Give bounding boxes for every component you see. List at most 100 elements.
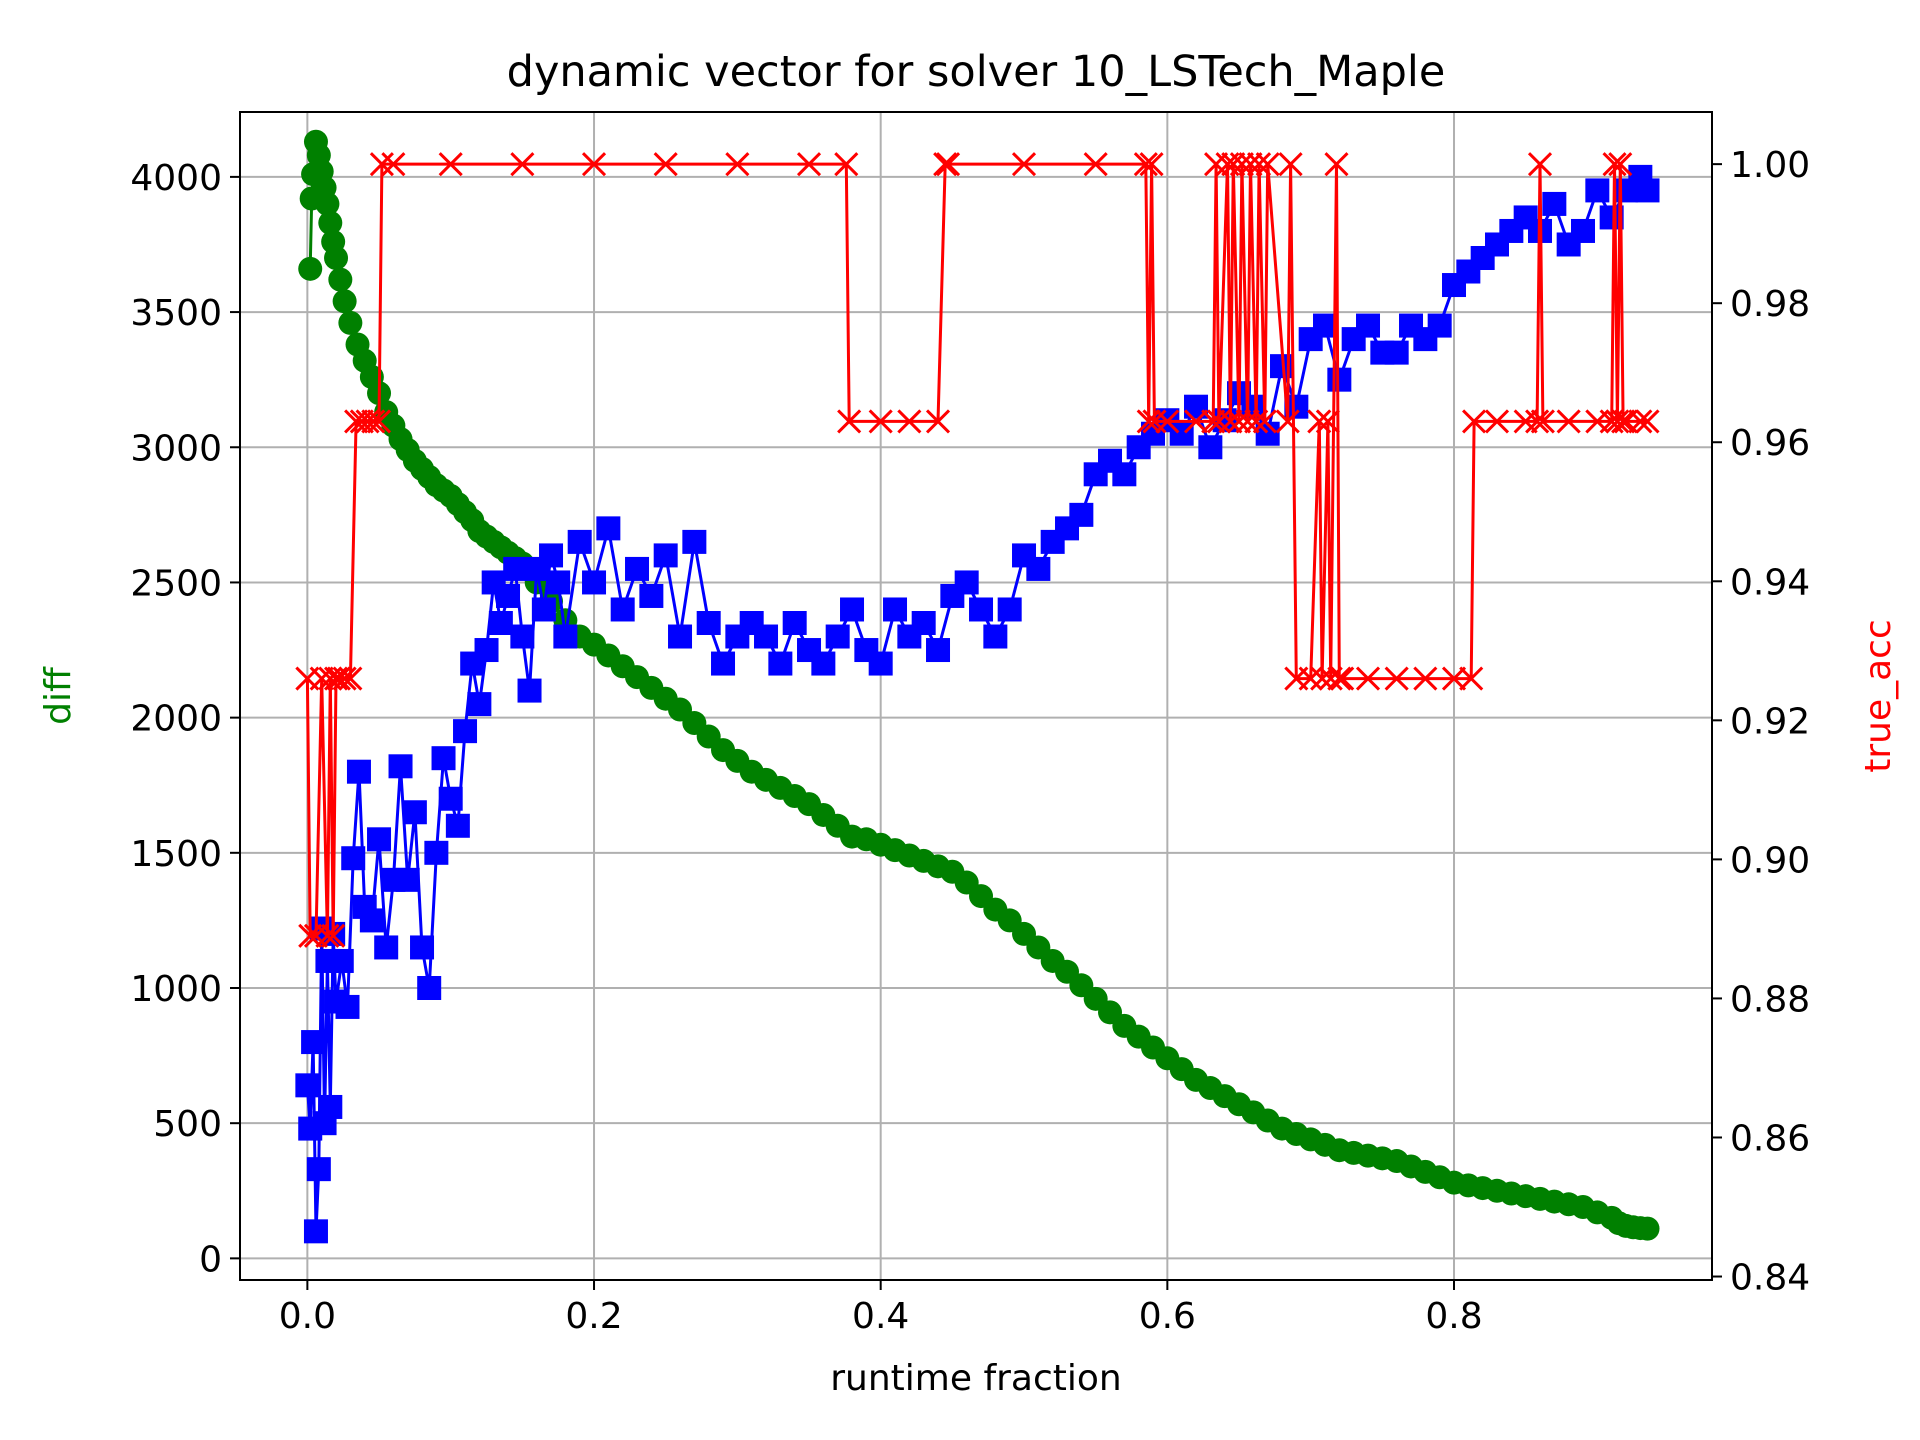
data-point [303, 923, 329, 948]
data-point [1011, 152, 1037, 177]
data-point [1238, 152, 1263, 177]
data-point [840, 597, 865, 622]
data-point [1244, 409, 1269, 434]
data-point [306, 1157, 331, 1182]
data-point [1556, 409, 1581, 434]
data-point [883, 597, 908, 622]
data-point [1275, 409, 1300, 434]
data-point [346, 759, 371, 784]
data-point [768, 651, 793, 676]
y-left-tick-label: 500 [153, 1104, 222, 1145]
data-point [303, 1219, 328, 1244]
y-right-tick-label: 0.92 [1730, 701, 1810, 742]
y-right-tick-label: 0.86 [1730, 1118, 1810, 1159]
data-point [474, 638, 499, 663]
data-point [1247, 152, 1272, 177]
data-point [332, 289, 357, 314]
data-point [1413, 666, 1438, 691]
x-tick-label: 0.4 [852, 1296, 909, 1337]
data-point [349, 409, 374, 434]
data-point [1608, 152, 1633, 177]
data-point [935, 152, 961, 177]
data-point [298, 256, 323, 281]
data-point [1462, 409, 1487, 434]
data-point [1155, 409, 1180, 434]
data-point [639, 583, 664, 608]
axes-frame [239, 111, 1713, 1281]
chart-title: dynamic vector for solver 10_LSTech_Mapl… [507, 47, 1446, 97]
data-point [1635, 1216, 1660, 1241]
data-point [653, 543, 678, 568]
ticks: 0.0 0.2 0.4 0.6 0.8 0 500 1000 1500 2000 2500 3000 3… [130, 145, 1810, 1337]
data-point [453, 719, 478, 744]
data-point [926, 638, 951, 663]
data-point [1313, 313, 1338, 338]
data-point [1184, 394, 1209, 419]
data-point [1198, 435, 1223, 460]
data-point [1611, 409, 1636, 434]
y-right-tick-label: 0.96 [1730, 423, 1810, 464]
data-point [868, 409, 893, 434]
data-point [610, 597, 635, 622]
data-point [326, 666, 351, 691]
data-point [1235, 409, 1260, 434]
data-point [983, 624, 1008, 649]
data-point [321, 923, 346, 948]
data-point [696, 611, 721, 635]
data-point [335, 994, 360, 1019]
y-left-tick-label: 4000 [130, 158, 222, 199]
data-point [546, 570, 571, 595]
data-point [933, 152, 958, 177]
y-right-tick-label: 0.98 [1730, 284, 1810, 325]
data-point [1356, 313, 1381, 338]
data-point [811, 651, 836, 676]
data-point [417, 976, 442, 1000]
data-point [834, 152, 859, 177]
y-left-tick-label: 1500 [130, 834, 222, 875]
data-point [1136, 409, 1161, 434]
x-tick-label: 0.0 [279, 1296, 336, 1337]
data-point [298, 923, 323, 948]
data-point [318, 210, 343, 235]
data-point [1221, 152, 1246, 177]
data-point [1307, 409, 1332, 434]
data-point [1525, 409, 1550, 434]
data-point [355, 409, 380, 434]
data-point [431, 746, 456, 771]
data-point [438, 152, 463, 177]
data-point [1112, 462, 1137, 487]
data-point [1278, 152, 1303, 177]
data-point [1327, 367, 1352, 392]
data-point [911, 611, 936, 635]
data-point [1229, 152, 1254, 177]
data-point [1318, 666, 1343, 691]
data-point [1252, 409, 1277, 434]
data-point [1605, 409, 1630, 434]
data-point [1310, 666, 1335, 691]
data-point [1255, 152, 1280, 177]
data-point [531, 597, 556, 622]
data-point [1635, 409, 1660, 434]
data-point [653, 152, 678, 177]
y-axis-label-right: true_acc [1858, 619, 1899, 773]
data-point [1201, 409, 1226, 434]
data-point [954, 570, 979, 595]
data-point [510, 624, 535, 649]
data-point [329, 948, 354, 973]
y-right-tick-label: 0.84 [1730, 1258, 1810, 1299]
x-axis-label: runtime fraction [830, 1358, 1122, 1399]
data-point [796, 152, 822, 177]
data-point [1441, 666, 1467, 691]
y-left-tick-label: 0 [199, 1239, 222, 1280]
data-point [897, 409, 922, 434]
data-point [1327, 666, 1352, 691]
y-left-tick-label: 3000 [130, 428, 222, 469]
data-point [332, 666, 357, 691]
y-right-tick-label: 0.88 [1730, 979, 1810, 1020]
data-point [1635, 178, 1660, 203]
data-point [1330, 666, 1355, 691]
data-point [503, 556, 528, 581]
plot-area [295, 129, 1660, 1244]
data-point [682, 529, 707, 554]
data-point [338, 310, 363, 335]
